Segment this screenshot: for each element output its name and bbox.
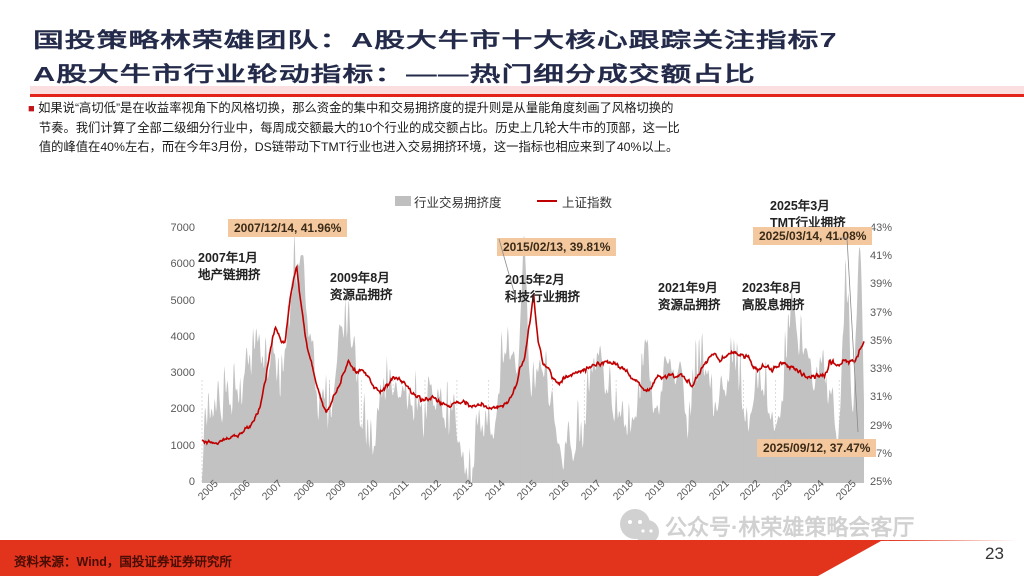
svg-text:公众号·林荣雄策略会客厅: 公众号·林荣雄策略会客厅 bbox=[665, 515, 914, 540]
